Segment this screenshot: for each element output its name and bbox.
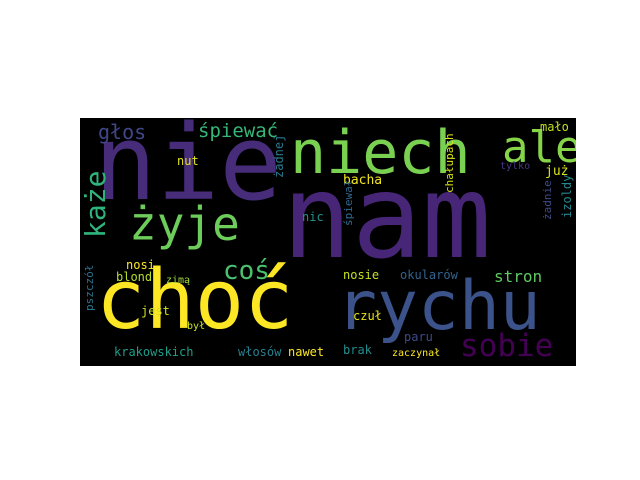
word-nosi: nosi <box>126 258 155 272</box>
word-malo: mało <box>540 120 569 134</box>
word-zadnej: żadnej <box>272 134 286 178</box>
word-zadnie: żadnie <box>541 180 554 220</box>
word-niech: niech <box>290 118 471 188</box>
word-okularow: okularów <box>400 268 458 282</box>
word-zyje: żyje <box>129 197 240 251</box>
word-nic: nic <box>302 210 324 224</box>
word-kaze: każe <box>80 170 112 238</box>
word-nut: nut <box>177 154 199 168</box>
word-stron: stron <box>494 267 543 286</box>
word-cloud: nam nie choć niech rychu ale żyje sobie … <box>80 118 576 366</box>
word-blond: blond <box>116 270 153 284</box>
word-ale: ale <box>502 122 576 173</box>
word-nie: nie <box>94 118 282 224</box>
word-jest: jest <box>141 304 170 318</box>
word-czul: czuł <box>353 309 382 323</box>
word-wlosow: włosów <box>238 345 282 359</box>
word-cos: coś <box>223 256 270 286</box>
word-nam: nam <box>282 150 492 285</box>
word-brak: brak <box>343 343 372 357</box>
word-izoldy: izoldy <box>560 174 574 218</box>
word-bacha: bacha <box>343 173 383 188</box>
word-spiewal: śpiewał <box>342 179 355 226</box>
word-spiewac: śpiewać <box>198 120 279 142</box>
word-nosie: nosie <box>343 268 380 282</box>
word-pszczol: pszczół <box>83 264 96 311</box>
word-byl: był <box>187 321 206 332</box>
word-krakowskich: krakowskich <box>114 345 194 359</box>
word-glos: głos <box>98 120 147 144</box>
word-paru: paru <box>404 330 433 344</box>
word-choc: choć <box>96 253 294 348</box>
word-nawet: nawet <box>288 345 325 359</box>
word-juz: już <box>545 164 569 179</box>
word-zima: zimą <box>166 275 191 286</box>
word-chalupach: chałupach <box>443 133 456 193</box>
word-zaczynal: zaczynał <box>392 348 441 359</box>
word-rychu: rychu <box>336 267 541 346</box>
word-sobie: sobie <box>460 328 554 364</box>
word-tylko: tylko <box>500 161 531 172</box>
